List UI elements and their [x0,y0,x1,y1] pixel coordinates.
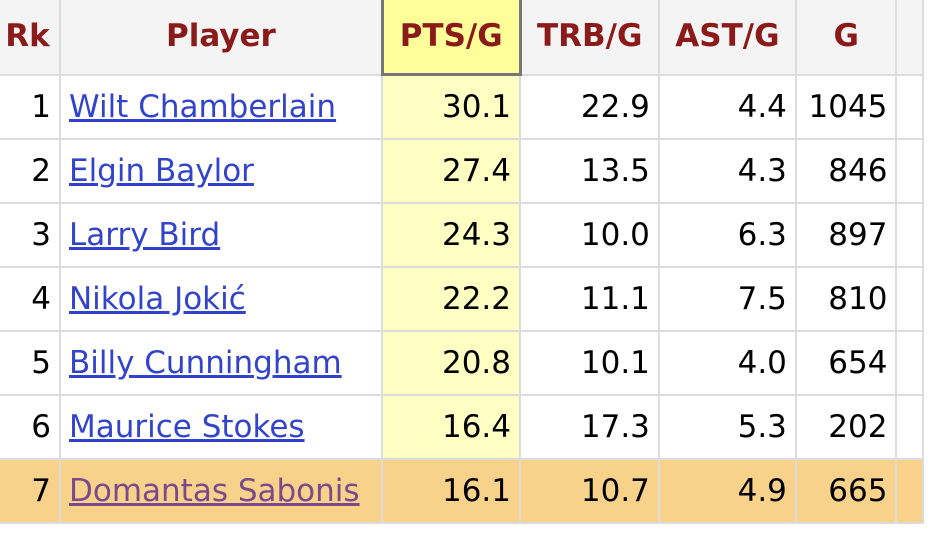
table-row: 4 Nikola Jokić 22.2 11.1 7.5 810 [0,266,924,332]
overflow-cell [895,394,924,460]
stat-cell: 13.5 [519,138,660,204]
column-header-overflow [895,0,924,76]
stat-cell: 1045 [794,73,898,140]
stat-cell: 5 [0,330,61,396]
overflow-cell [895,138,924,204]
stat-cell: 22.2 [381,266,521,332]
stat-cell: 4 [0,266,61,332]
player-link[interactable]: Larry Bird [68,217,221,253]
stat-cell: 897 [794,202,898,268]
player-cell: Wilt Chamberlain [58,73,384,140]
column-header[interactable]: Rk [0,0,61,76]
stat-cell: 202 [794,394,898,460]
stat-cell: 4.9 [657,458,797,524]
stat-cell: 4.4 [657,73,797,140]
table-row: 2 Elgin Baylor 27.4 13.5 4.3 846 [0,138,924,204]
overflow-cell [895,266,924,332]
stat-cell: 10.0 [519,202,660,268]
stat-cell: 30.1 [381,73,521,140]
stat-cell: 10.7 [519,458,660,524]
player-link[interactable]: Elgin Baylor [68,153,254,189]
overflow-cell [895,202,924,268]
stat-cell: 810 [794,266,898,332]
stat-cell: 665 [794,458,898,524]
stat-cell: 2 [0,138,61,204]
stat-cell: 6 [0,394,61,460]
stat-cell: 16.1 [381,458,521,524]
player-cell: Larry Bird [58,202,384,268]
stat-cell: 20.8 [381,330,521,396]
stat-cell: 11.1 [519,266,660,332]
player-cell: Billy Cunningham [58,330,384,396]
overflow-cell [895,73,924,140]
player-cell: Domantas Sabonis [58,458,384,524]
stat-cell: 6.3 [657,202,797,268]
column-header[interactable]: TRB/G [519,0,660,76]
player-link[interactable]: Maurice Stokes [68,409,305,445]
stat-cell: 4.0 [657,330,797,396]
stat-cell: 16.4 [381,394,521,460]
stat-cell: 17.3 [519,394,660,460]
player-link[interactable]: Domantas Sabonis [68,473,360,509]
stat-cell: 27.4 [381,138,521,204]
player-link[interactable]: Nikola Jokić [68,281,246,317]
column-header[interactable]: AST/G [657,0,797,76]
player-cell: Nikola Jokić [58,266,384,332]
table-row: 3 Larry Bird 24.3 10.0 6.3 897 [0,202,924,268]
column-header[interactable]: Player [58,0,384,76]
header-row: Rk Player PTS/G TRB/G AST/G G [0,0,924,76]
table-row: 6 Maurice Stokes 16.4 17.3 5.3 202 [0,394,924,460]
column-header[interactable]: PTS/G [380,0,522,76]
stat-cell: 4.3 [657,138,797,204]
stat-cell: 22.9 [519,73,660,140]
stat-cell: 1 [0,73,61,140]
column-header[interactable]: G [794,0,898,76]
stat-cell: 3 [0,202,61,268]
player-cell: Elgin Baylor [58,138,384,204]
player-cell: Maurice Stokes [58,394,384,460]
stat-cell: 654 [794,330,898,396]
stat-cell: 24.3 [381,202,521,268]
player-link[interactable]: Wilt Chamberlain [68,88,337,125]
table-row: 5 Billy Cunningham 20.8 10.1 4.0 654 [0,330,924,396]
stat-cell: 7 [0,458,61,524]
stats-table: Rk Player PTS/G TRB/G AST/G G 1 Wilt Chamberla… [0,0,924,524]
overflow-cell [895,330,924,396]
player-link[interactable]: Billy Cunningham [68,345,342,381]
table-row: 7 Domantas Sabonis 16.1 10.7 4.9 665 [0,458,924,524]
stat-cell: 5.3 [657,394,797,460]
stat-cell: 10.1 [519,330,660,396]
table-row: 1 Wilt Chamberlain 30.1 22.9 4.4 1045 [0,73,924,140]
overflow-cell [895,458,924,524]
stat-cell: 7.5 [657,266,797,332]
stat-cell: 846 [794,138,898,204]
